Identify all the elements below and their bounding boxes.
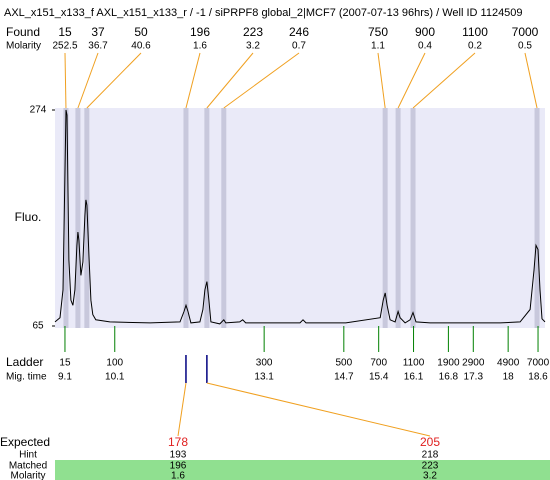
found-size: 223 [243,25,263,39]
row-label: Molarity [10,471,45,480]
peak-band [63,108,69,328]
found-molarity: 3.2 [246,41,260,52]
found-molarity: 1.1 [371,41,385,52]
row-label: Matched [9,461,47,472]
ladder-time: 9.1 [58,372,72,383]
found-molarity: 0.2 [468,41,482,52]
found-connector [223,52,300,109]
found-size: 900 [415,25,435,39]
ladder-size: 100 [106,358,123,369]
chart-title: AXL_x151_x133_f AXL_x151_x133_r / -1 / s… [4,7,523,19]
found-size: 246 [289,25,309,39]
matched-molarity: 3.2 [423,471,437,480]
peak-band [221,108,227,328]
found-connector [64,52,67,109]
expected-connector [206,382,431,437]
found-molarity: 1.6 [193,41,207,52]
expected-size: 178 [168,435,188,449]
found-connector [397,52,426,109]
hint-size: 218 [422,450,439,461]
hint-size: 193 [170,450,187,461]
trace [54,109,546,325]
peak-band [395,108,401,328]
ladder-size: 500 [335,358,352,369]
peak-band [204,108,210,328]
found-connector [524,52,538,109]
found-molarity: 0.7 [292,41,306,52]
expected-size: 205 [420,435,440,449]
found-molarity: 0.4 [418,41,432,52]
ladder-size: 4900 [497,358,520,369]
peak-band [410,108,416,328]
matched-molarity: 1.6 [171,471,185,480]
y-tick-label: 65 [32,321,44,332]
found-connector [412,52,476,109]
found-connector [86,52,142,109]
ladder-time: 18 [503,372,515,383]
ladder-time: 15.4 [369,372,389,383]
plot-area [55,108,545,328]
ladder-time: 18.6 [528,372,548,383]
y-tick-label: 274 [30,105,47,116]
matched-size: 223 [422,461,439,472]
row-label: Mig. time [6,372,47,383]
found-molarity: 0.5 [518,41,532,52]
ladder-size: 1900 [437,358,460,369]
row-label: Molarity [6,41,41,52]
peak-band [75,108,81,328]
row-label: Found [6,25,40,39]
peak-band [183,108,189,328]
matched-size: 196 [170,461,187,472]
row-label: Hint [19,450,37,461]
ladder-time: 10.1 [105,372,125,383]
found-size: 50 [134,25,148,39]
peak-band [84,108,90,328]
ladder-size: 15 [59,358,71,369]
found-size: 750 [368,25,388,39]
ladder-size: 700 [370,358,387,369]
ladder-time: 16.8 [439,372,459,383]
peak-band [382,108,388,328]
ladder-size: 1100 [403,358,425,369]
row-label: Expected [0,435,50,449]
found-connector [377,52,386,109]
found-connector [77,52,99,109]
ladder-size: 7000 [527,358,550,369]
found-size: 196 [190,25,210,39]
found-molarity: 36.7 [88,41,108,52]
matched-band [55,460,550,480]
found-molarity: 40.6 [131,41,151,52]
found-connector [206,52,254,109]
found-size: 15 [58,25,72,39]
found-size: 37 [91,25,105,39]
peak-band [534,108,540,328]
row-label: Ladder [6,355,43,369]
ladder-time: 17.3 [464,372,484,383]
ladder-time: 16.1 [404,372,424,383]
found-size: 7000 [512,25,539,39]
found-size: 1100 [462,25,488,39]
ladder-time: 13.1 [254,372,274,383]
ladder-size: 300 [256,358,273,369]
found-molarity: 252.5 [52,41,77,52]
y-axis-label: Fluo. [15,210,42,224]
found-connector [185,52,201,109]
expected-connector [177,382,187,437]
ladder-size: 2900 [462,358,485,369]
ladder-time: 14.7 [334,372,354,383]
